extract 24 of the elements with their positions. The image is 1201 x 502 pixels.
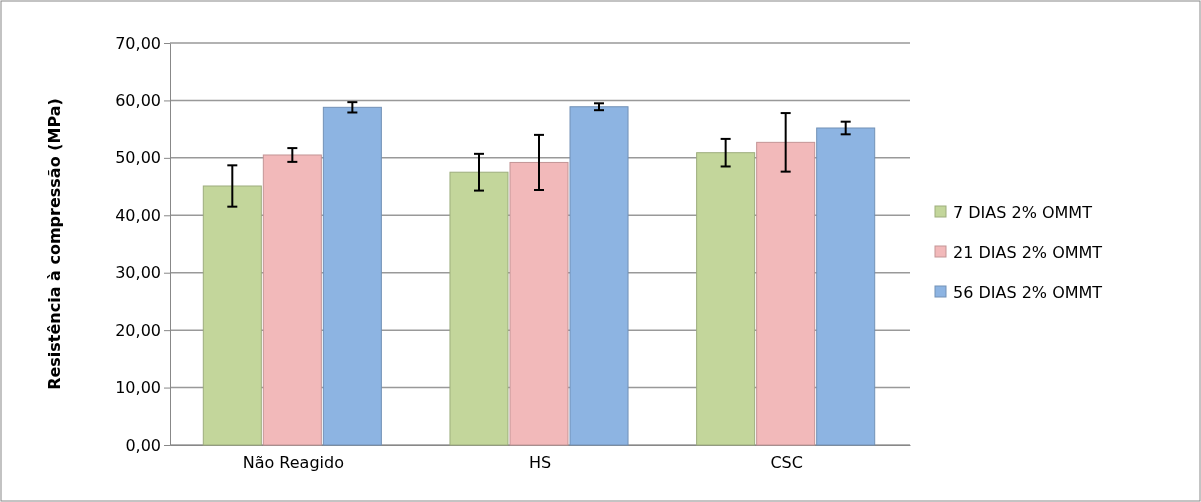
- legend-label: 21 DIAS 2% OMMT: [953, 243, 1103, 262]
- bar: [449, 171, 509, 446]
- bar: [262, 154, 322, 446]
- bar: [756, 141, 816, 446]
- y-tick-label: 70,00: [115, 33, 161, 53]
- legend-label: 56 DIAS 2% OMMT: [953, 283, 1103, 302]
- y-axis-title: Resistência à compressão (MPa): [45, 98, 64, 390]
- y-tick-label: 50,00: [115, 148, 161, 168]
- bar: [202, 185, 262, 446]
- bar: [696, 152, 756, 446]
- y-tick-label: 10,00: [115, 378, 161, 398]
- y-tick-label: 20,00: [115, 320, 161, 340]
- x-tick-label: HS: [528, 453, 552, 473]
- bar: [816, 127, 876, 446]
- x-tick-label: CSC: [770, 453, 803, 473]
- y-tick-label: 60,00: [115, 91, 161, 111]
- bar: [509, 161, 569, 446]
- legend-label: 7 DIAS 2% OMMT: [953, 203, 1093, 222]
- x-tick-label: Não Reagido: [242, 453, 344, 473]
- y-tick-label: 40,00: [115, 205, 161, 225]
- bar: [322, 106, 382, 446]
- y-tick-label: 0,00: [125, 435, 161, 455]
- bar: [569, 106, 629, 446]
- y-tick-label: 30,00: [115, 263, 161, 283]
